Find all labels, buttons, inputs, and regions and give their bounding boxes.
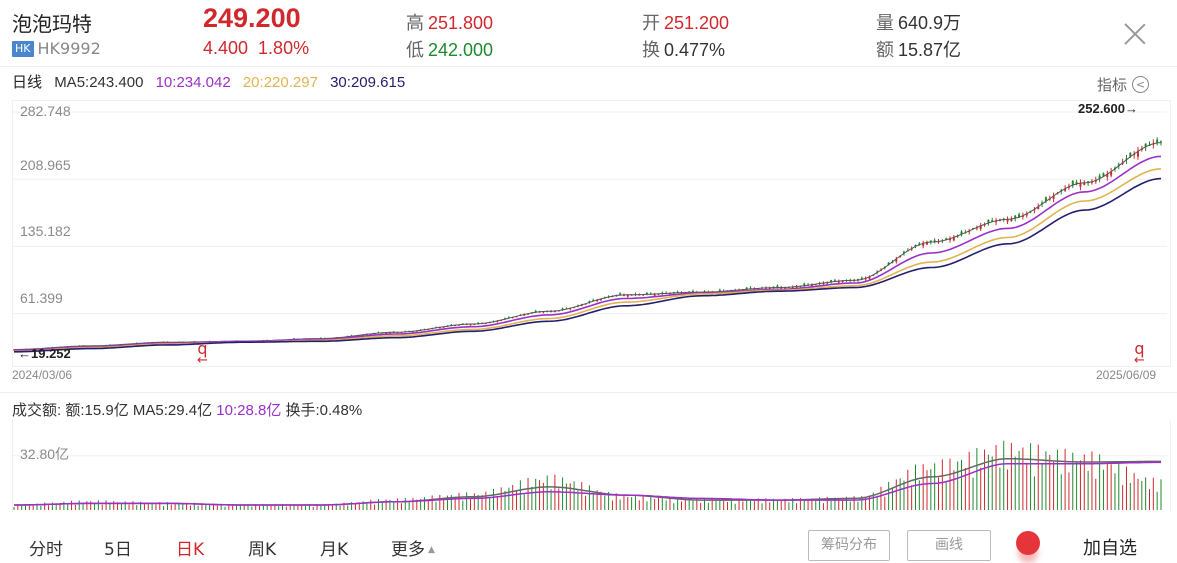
open-stat: 开 251.200	[642, 13, 730, 33]
bottom-toolbar: 分时 5日 日K 周K 月K 更多 ▲ 筹码分布 画线	[0, 522, 1177, 563]
ma30-value: 30:209.615	[330, 74, 406, 91]
volume-ma5: MA5:29.4亿	[132, 402, 213, 419]
high-value: 251.800	[428, 13, 494, 33]
close-icon[interactable]	[1122, 22, 1148, 48]
price-chart-frame[interactable]	[12, 100, 1171, 367]
event-marker[interactable]: q ←	[197, 339, 208, 368]
y-axis-label: 61.399	[20, 290, 63, 306]
low-stat: 低 242.000	[406, 40, 494, 60]
quote-header: 泡泡玛特 HK HK9992 249.200 4.400 1.80% 高 251.8…	[0, 0, 1177, 66]
volume-y-label: 32.80亿	[20, 446, 70, 462]
tab-weekly-k[interactable]: 周K	[248, 540, 277, 560]
amount-value: 15.87亿	[898, 40, 962, 60]
tab-monthly-k[interactable]: 月K	[320, 540, 349, 560]
chevron-left-circle-icon: <	[1132, 76, 1150, 93]
stock-code-row: HK HK9992	[12, 39, 101, 58]
y-axis-label: 208.965	[20, 157, 71, 173]
change-percent: 1.80%	[258, 38, 310, 58]
low-value: 242.000	[428, 40, 494, 60]
max-price-marker: 252.600→	[1078, 101, 1138, 116]
volume-chart-frame	[12, 420, 1171, 512]
chip-distribution-button[interactable]: 筹码分布	[808, 530, 890, 561]
volume-value: 640.9万	[898, 13, 962, 33]
end-date: 2025/06/09	[1096, 368, 1157, 382]
change-amount: 4.400	[203, 38, 249, 58]
last-price: 249.200	[203, 3, 301, 33]
tab-intraday[interactable]: 分时	[29, 540, 63, 560]
stock-name: 泡泡玛特	[12, 12, 92, 36]
volume-amount: 额:15.9亿	[65, 402, 129, 419]
volume-ma10: 10:28.8亿	[216, 402, 282, 419]
min-price-marker: ←19.252	[18, 346, 71, 361]
ma5-value: MA5:243.400	[54, 74, 144, 91]
triangle-up-icon: ▲	[428, 545, 435, 555]
tab-daily-k[interactable]: 日K	[176, 540, 205, 560]
arrow-left-icon: ←	[197, 353, 208, 368]
arrow-left-icon: ←	[1134, 353, 1145, 368]
ma10-value: 10:234.042	[155, 74, 231, 91]
y-axis-label: 135.182	[20, 223, 71, 239]
record-button[interactable]	[1016, 531, 1040, 555]
ma-legend: 日线 MA5:243.400 10:234.042 20:220.297 30:…	[12, 71, 413, 92]
y-axis-label: 282.748	[20, 103, 71, 119]
candlestick-chart[interactable]	[12, 100, 1171, 367]
header-divider	[0, 66, 1177, 67]
ma20-value: 20:220.297	[242, 74, 318, 91]
high-stat: 高 251.800	[406, 13, 494, 33]
price-change: 4.400 1.80%	[203, 38, 309, 59]
start-date: 2024/03/06	[12, 368, 73, 382]
volume-legend: 成交额: 额:15.9亿 MA5:29.4亿 10:28.8亿 换手:0.48%	[12, 402, 363, 419]
stock-code: HK9992	[37, 39, 101, 58]
tab-5day[interactable]: 5日	[104, 540, 132, 560]
event-marker[interactable]: q ←	[1134, 339, 1145, 368]
section-divider	[0, 392, 1177, 393]
indicator-button[interactable]: 指标 <	[1097, 74, 1150, 95]
turnover-stat: 换 0.477%	[642, 40, 726, 60]
period-label: 日线	[12, 74, 43, 91]
volume-turnover: 换手:0.48%	[285, 402, 363, 419]
add-watchlist-button[interactable]: 加自选	[1083, 538, 1137, 559]
amount-stat: 额 15.87亿	[876, 40, 962, 60]
market-badge: HK	[12, 40, 34, 57]
draw-line-button[interactable]: 画线	[907, 530, 991, 561]
turnover-value: 0.477%	[664, 40, 726, 60]
volume-chart[interactable]	[12, 420, 1171, 512]
open-value: 251.200	[664, 13, 730, 33]
volume-stat: 量 640.9万	[876, 13, 962, 33]
tab-more[interactable]: 更多 ▲	[391, 540, 435, 560]
